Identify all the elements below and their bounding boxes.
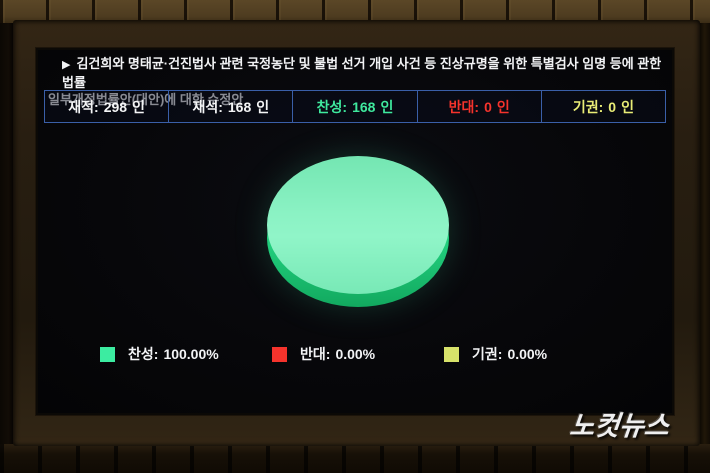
stat-unit: 인 — [621, 98, 634, 115]
pie-slice-yes-100pct — [267, 156, 449, 294]
stat-value: 168 — [227, 98, 252, 115]
legend-swatch-yes — [100, 346, 115, 362]
stat-unit: 인 — [132, 98, 145, 115]
stat-cell-abstain: 기권: 0 인 — [540, 91, 665, 122]
legend-swatch-abstain — [444, 346, 459, 362]
board-frame: ▶ 김건희와 명태균·건진법사 관련 국정농단 및 불법 선거 개입 사건 등 진… — [13, 20, 700, 446]
voting-board-screen: ▶ 김건희와 명태균·건진법사 관련 국정농단 및 불법 선거 개입 사건 등 진… — [36, 48, 674, 415]
wall-right — [699, 23, 710, 444]
bill-title-line1: ▶ 김건희와 명태균·건진법사 관련 국정농단 및 불법 선거 개입 사건 등 진… — [48, 55, 672, 91]
wall-paneling-bottom — [0, 444, 710, 473]
stat-value: 298 — [103, 98, 128, 115]
stat-unit: 인 — [496, 98, 510, 115]
stat-cell-present: 재석: 168 인 — [168, 91, 292, 122]
pie-chart — [267, 156, 449, 307]
stat-cell-total: 재적: 298 인 — [45, 91, 168, 122]
stat-cell-no: 반대: 0 인 — [416, 91, 541, 122]
stat-label: 반대: — [448, 98, 480, 115]
stat-value: 168 — [352, 98, 376, 115]
stat-unit: 인 — [256, 98, 270, 115]
vote-stats-table: 재적: 298 인 재석: 168 인 찬성: 168 인 반대: 0 — [44, 90, 666, 123]
bill-title: ▶ 김건희와 명태균·건진법사 관련 국정농단 및 불법 선거 개입 사건 등 진… — [48, 55, 672, 108]
legend-item-yes: 찬성: 100.00% — [100, 346, 219, 362]
stat-label: 기권: — [572, 98, 604, 115]
legend-text: 반대: 0.00% — [300, 346, 376, 362]
legend-swatch-no — [272, 346, 287, 362]
legend-item-abstain: 기권: 0.00% — [444, 346, 547, 362]
stat-label: 재적: — [68, 98, 99, 115]
stat-cell-yes: 찬성: 168 인 — [292, 91, 416, 122]
wall-paneling-top — [0, 0, 710, 23]
stat-value: 0 — [484, 98, 492, 115]
stat-label: 찬성: — [316, 98, 348, 115]
stat-label: 재석: — [192, 98, 223, 115]
triangle-bullet-icon: ▶ — [62, 59, 71, 71]
legend-item-no: 반대: 0.00% — [272, 346, 375, 362]
legend-text: 기권: 0.00% — [472, 346, 548, 362]
stat-unit: 인 — [380, 98, 394, 115]
bill-title-text: 김건희와 명태균·건진법사 관련 국정농단 및 불법 선거 개입 사건 등 진상… — [62, 56, 662, 90]
legend-text: 찬성: 100.00% — [128, 346, 219, 362]
stat-value: 0 — [608, 98, 617, 115]
wall-left — [0, 23, 14, 444]
bill-title-line2: 일부개정법률안(대안)에 대한 수정안 — [48, 92, 244, 107]
watermark-nocut-news: 노컷뉴스 — [568, 411, 671, 441]
